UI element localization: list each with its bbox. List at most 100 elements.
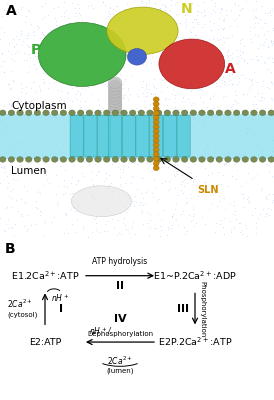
Point bbox=[172, 172, 176, 179]
Point bbox=[101, 0, 105, 6]
Point bbox=[120, 25, 124, 31]
Point bbox=[241, 191, 245, 197]
Point bbox=[145, 35, 150, 41]
Point bbox=[114, 3, 118, 9]
Point bbox=[66, 20, 70, 26]
Point bbox=[219, 54, 224, 61]
Point bbox=[185, 86, 190, 92]
Point bbox=[107, 44, 112, 50]
Point bbox=[10, 2, 14, 8]
Point bbox=[230, 68, 234, 74]
Point bbox=[209, 27, 213, 33]
Point bbox=[149, 60, 153, 66]
Point bbox=[148, 90, 153, 96]
Point bbox=[89, 191, 94, 198]
Point bbox=[172, 41, 177, 48]
Point bbox=[157, 35, 162, 42]
Point bbox=[219, 217, 223, 224]
Point bbox=[142, 27, 146, 33]
Point bbox=[204, 144, 209, 150]
Point bbox=[193, 32, 197, 38]
Point bbox=[11, 186, 15, 192]
Point bbox=[26, 170, 30, 176]
Circle shape bbox=[108, 105, 122, 117]
Point bbox=[13, 221, 18, 228]
Point bbox=[190, 136, 194, 143]
Point bbox=[83, 86, 88, 92]
Point bbox=[178, 114, 182, 121]
Point bbox=[54, 190, 58, 197]
Point bbox=[35, 109, 39, 116]
Point bbox=[175, 152, 179, 158]
Point bbox=[81, 173, 85, 179]
Point bbox=[206, 148, 211, 154]
Point bbox=[2, 103, 7, 110]
Point bbox=[143, 189, 148, 196]
Point bbox=[150, 48, 154, 54]
Point bbox=[246, 134, 251, 140]
Point bbox=[12, 145, 16, 151]
Text: II: II bbox=[116, 281, 124, 291]
Point bbox=[104, 221, 108, 227]
Point bbox=[89, 91, 93, 97]
Point bbox=[118, 14, 122, 20]
Point bbox=[25, 50, 30, 57]
Point bbox=[109, 190, 113, 197]
Point bbox=[9, 188, 13, 195]
Point bbox=[95, 186, 99, 192]
Point bbox=[193, 161, 197, 168]
Point bbox=[0, 63, 4, 69]
Point bbox=[109, 180, 113, 186]
Point bbox=[106, 172, 111, 178]
Point bbox=[95, 22, 99, 28]
Point bbox=[270, 80, 274, 86]
Point bbox=[22, 199, 26, 205]
Point bbox=[167, 96, 172, 102]
Point bbox=[216, 192, 221, 199]
Point bbox=[172, 38, 176, 44]
Point bbox=[125, 164, 130, 170]
Point bbox=[202, 12, 207, 19]
Point bbox=[68, 44, 72, 51]
Point bbox=[234, 14, 238, 21]
Point bbox=[224, 6, 228, 13]
Point bbox=[170, 213, 174, 220]
FancyBboxPatch shape bbox=[177, 115, 190, 157]
Point bbox=[196, 21, 200, 28]
Point bbox=[101, 78, 105, 84]
Point bbox=[10, 194, 14, 201]
Circle shape bbox=[138, 157, 145, 162]
Point bbox=[193, 131, 197, 137]
Circle shape bbox=[112, 157, 119, 162]
Point bbox=[216, 181, 221, 187]
Point bbox=[192, 211, 197, 217]
Point bbox=[40, 16, 44, 22]
Point bbox=[89, 168, 93, 174]
Point bbox=[109, 148, 113, 154]
Point bbox=[159, 1, 164, 7]
Point bbox=[121, 204, 125, 210]
Point bbox=[256, 141, 261, 147]
Point bbox=[226, 47, 230, 53]
Point bbox=[252, 92, 257, 99]
Point bbox=[136, 60, 140, 67]
Point bbox=[56, 46, 60, 53]
Point bbox=[188, 27, 192, 34]
Point bbox=[260, 112, 264, 118]
Point bbox=[77, 144, 81, 150]
Point bbox=[16, 146, 20, 152]
Point bbox=[236, 142, 241, 149]
Point bbox=[39, 112, 44, 118]
Point bbox=[38, 87, 42, 94]
Point bbox=[178, 147, 182, 153]
Point bbox=[124, 113, 129, 119]
Point bbox=[93, 216, 97, 223]
Point bbox=[38, 86, 42, 93]
Point bbox=[123, 222, 127, 228]
Point bbox=[42, 80, 47, 86]
Point bbox=[113, 109, 118, 115]
Point bbox=[165, 56, 170, 63]
Point bbox=[42, 160, 46, 167]
Point bbox=[258, 41, 262, 48]
Point bbox=[67, 34, 71, 40]
